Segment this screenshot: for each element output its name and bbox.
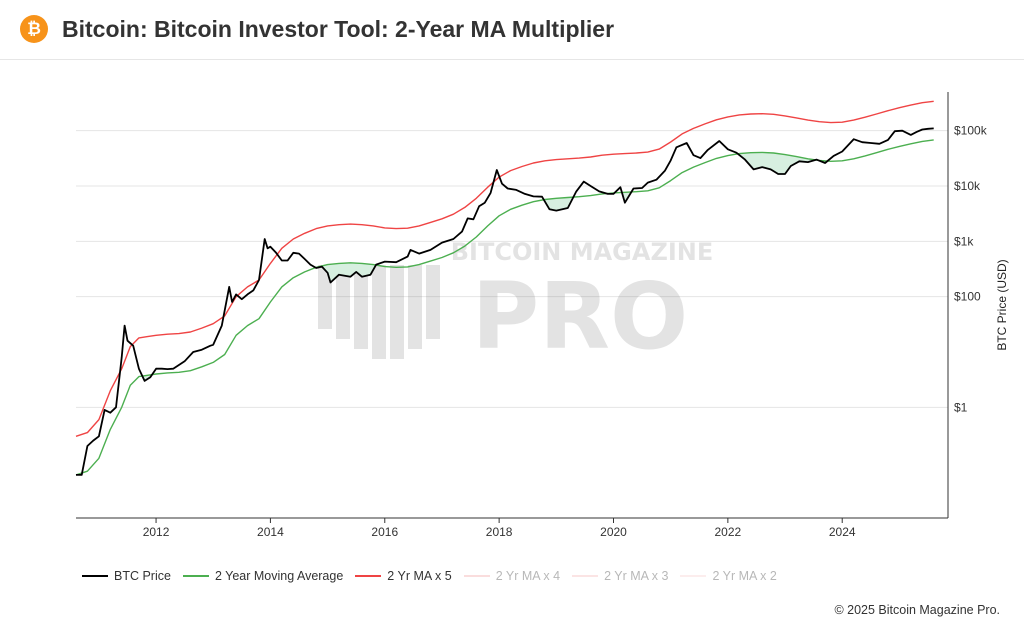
legend-item-2-year-ma[interactable]: 2 Year Moving Average xyxy=(182,569,344,583)
chart-canvas[interactable]: BITCOIN MAGAZINE PRO $1 $100 $1k $10k $100k 2… xyxy=(0,60,1024,560)
y-tick-label: $1 xyxy=(954,400,968,414)
legend-item-btc-price[interactable]: BTC Price xyxy=(82,569,171,583)
legend-label: 2 Year Moving Average xyxy=(214,569,344,583)
x-tick-label: 2022 xyxy=(715,525,742,539)
legend-swatch-ma-x5 xyxy=(355,575,382,577)
y-axis-title: BTC Price (USD) xyxy=(995,259,1009,350)
series-layer xyxy=(75,100,934,476)
legend-item-ma-x4[interactable]: 2 Yr MA x 4 xyxy=(463,569,561,583)
legend-item-ma-x2[interactable]: 2 Yr MA x 2 xyxy=(680,569,777,583)
legend-swatch-ma-x4 xyxy=(463,575,490,577)
watermark: BITCOIN MAGAZINE PRO xyxy=(318,238,713,370)
bitcoin-icon-glyph: ₿ xyxy=(27,19,41,39)
x-tick-label: 2012 xyxy=(143,525,170,539)
legend-item-ma-x5[interactable]: 2 Yr MA x 5 xyxy=(355,569,452,583)
legend-label: 2 Yr MA x 5 xyxy=(387,569,452,583)
legend-swatch-ma-x3 xyxy=(572,575,599,577)
x-tick-label: 2014 xyxy=(257,525,284,539)
watermark-logo-icon xyxy=(318,265,440,359)
legend-label: BTC Price xyxy=(114,569,171,583)
legend-label: 2 Yr MA x 2 xyxy=(712,569,777,583)
x-tick-label: 2024 xyxy=(829,525,856,539)
fill-price-below-ma xyxy=(544,197,572,211)
fill-price-below-ma xyxy=(316,262,375,283)
y-tick-label: $10k xyxy=(954,179,981,193)
axes: $1 $100 $1k $10k $100k 2012 2014 2016 2018 2020 20… xyxy=(76,92,1009,539)
series-line-2-year-ma xyxy=(75,139,934,476)
legend-swatch-ma2y xyxy=(182,575,209,577)
series-line-btc-price xyxy=(76,127,934,476)
legend-label: 2 Yr MA x 3 xyxy=(604,569,669,583)
x-tick-label: 2020 xyxy=(600,525,627,539)
chart-title: Bitcoin: Bitcoin Investor Tool: 2-Year M… xyxy=(62,16,615,42)
legend-label: 2 Yr MA x 4 xyxy=(495,569,561,583)
y-tick-label: $100 xyxy=(954,290,981,304)
legend-swatch-price xyxy=(82,575,108,577)
watermark-main-text: PRO xyxy=(472,263,688,370)
watermark-top-text: BITCOIN MAGAZINE xyxy=(451,238,714,266)
fill-price-below-ma xyxy=(739,152,816,174)
x-tick-label: 2018 xyxy=(486,525,513,539)
chart-header: ₿ Bitcoin: Bitcoin Investor Tool: 2-Year… xyxy=(0,0,1024,60)
bitcoin-icon: ₿ xyxy=(20,15,48,43)
legend-item-ma-x3[interactable]: 2 Yr MA x 3 xyxy=(572,569,668,583)
legend-swatch-ma-x2 xyxy=(680,575,707,577)
chart-legend: BTC Price 2 Year Moving Average 2 Yr MA … xyxy=(82,566,777,586)
y-tick-label: $1k xyxy=(954,234,974,248)
x-tick-label: 2016 xyxy=(371,525,398,539)
grid-lines xyxy=(76,130,948,408)
y-tick-label: $100k xyxy=(954,124,988,138)
copyright-text: © 2025 Bitcoin Magazine Pro. xyxy=(834,603,1000,617)
